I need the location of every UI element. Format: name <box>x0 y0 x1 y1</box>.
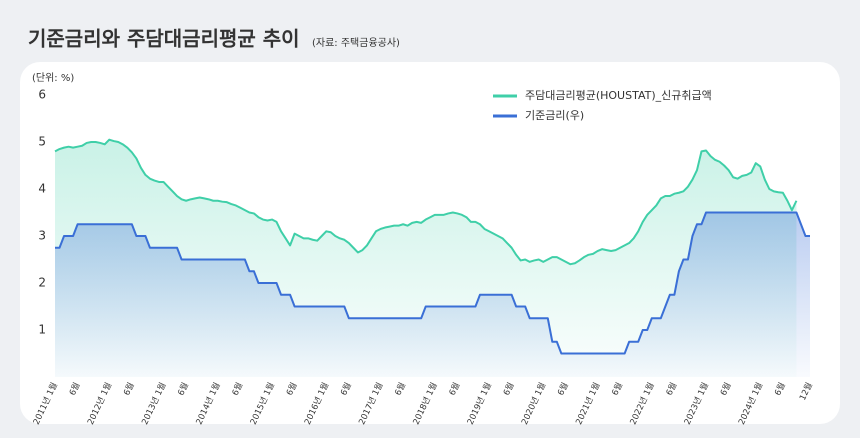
x-tick-label: 6월 <box>393 381 409 398</box>
y-tick-label: 3 <box>38 229 46 243</box>
series-line <box>55 211 810 355</box>
x-tick-label: 6월 <box>718 381 734 398</box>
series-area <box>55 212 810 377</box>
y-tick-label: 5 <box>38 135 46 149</box>
x-tick-label: 6월 <box>176 381 192 398</box>
x-tick-label: 6월 <box>664 381 680 398</box>
x-tick-label: 6월 <box>447 381 463 398</box>
y-tick-label: 1 <box>38 323 46 337</box>
x-tick-label: 6월 <box>501 381 517 398</box>
chart-subtitle: (자료: 주택금융공사) <box>312 37 400 49</box>
x-tick-label: 6월 <box>230 381 246 398</box>
x-tick-label: 6월 <box>121 381 137 398</box>
series-line <box>54 138 798 266</box>
y-tick-label: 2 <box>38 276 46 290</box>
x-tick-label: 6월 <box>772 381 788 398</box>
x-tick-label: 6월 <box>67 381 83 398</box>
y-tick-label: 6 <box>38 88 46 102</box>
x-tick-label: 6월 <box>555 381 571 398</box>
y-axis-label: (단위: %) <box>32 71 74 84</box>
x-tick-label: 6월 <box>610 381 626 398</box>
legend-label: 주담대금리평균(HOUSTAT)_신규취급액 <box>525 89 712 102</box>
y-tick-label: 4 <box>38 182 46 196</box>
x-tick-label: 6월 <box>284 381 300 398</box>
x-tick-label: 6월 <box>338 381 354 398</box>
legend-label: 기준금리(우) <box>525 109 584 122</box>
chart-title: 기준금리와 주담대금리평균 추이 <box>28 27 300 51</box>
